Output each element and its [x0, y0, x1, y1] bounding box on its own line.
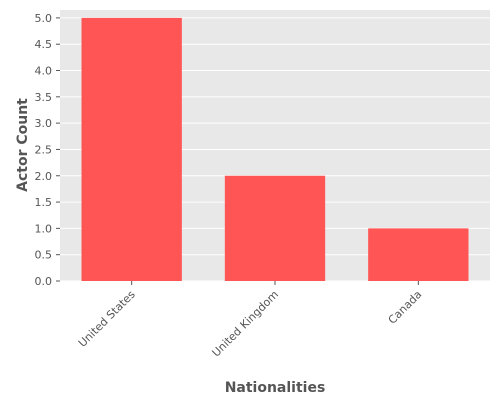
y-tick-label: 2.5 — [35, 143, 53, 156]
y-tick-label: 0.0 — [35, 275, 53, 288]
y-tick-label: 4.5 — [35, 38, 53, 51]
x-axis-ticks: United States United Kingdom Canada — [76, 281, 425, 360]
y-tick-label: 1.5 — [35, 196, 53, 209]
y-axis-title: Actor Count — [15, 98, 31, 192]
x-tick-label: Canada — [386, 288, 425, 327]
bars — [81, 17, 469, 282]
y-tick-label: 5.0 — [35, 12, 53, 25]
bar-united-states — [81, 17, 182, 282]
x-tick-label: United States — [76, 288, 138, 350]
y-tick-label: 0.5 — [35, 249, 53, 262]
y-tick-label: 3.5 — [35, 91, 53, 104]
y-tick-label: 2.0 — [35, 170, 53, 183]
y-tick-label: 3.0 — [35, 117, 53, 130]
y-tick-label: 4.0 — [35, 65, 53, 78]
y-axis-ticks: 0.0 0.5 1.0 1.5 2.0 2.5 3.0 3.5 4.0 4.5 5.0 — [35, 12, 60, 288]
y-tick-label: 1.0 — [35, 222, 53, 235]
x-tick-label: United Kingdom — [209, 288, 281, 360]
x-axis-title: Nationalities — [225, 380, 326, 396]
bar-united-kingdom — [224, 175, 326, 281]
bar-canada — [368, 228, 469, 281]
